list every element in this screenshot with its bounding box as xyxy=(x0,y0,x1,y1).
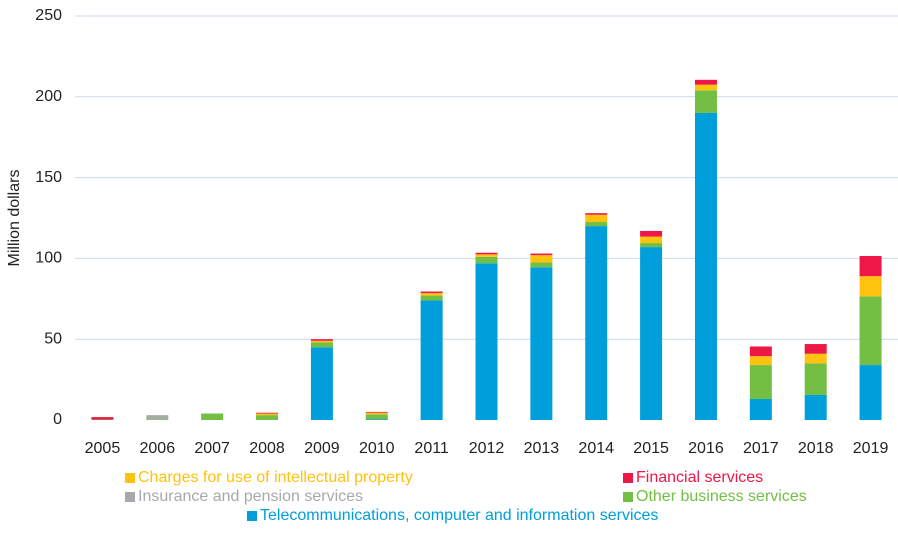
bar-segment xyxy=(146,419,169,420)
legend-swatch xyxy=(623,473,633,483)
bar-segment xyxy=(420,291,443,294)
bar-segment xyxy=(530,255,553,263)
x-tick-label: 2017 xyxy=(743,440,779,457)
x-tick-label: 2014 xyxy=(578,440,614,457)
bar-segment xyxy=(804,363,827,395)
x-tick-label: 2006 xyxy=(140,440,176,457)
bar-segment xyxy=(640,230,663,237)
bar-segment xyxy=(640,243,663,248)
bar-segment xyxy=(694,112,717,421)
bar-segment xyxy=(310,339,333,341)
y-axis-label: Million dollars xyxy=(6,170,23,267)
y-tick-label: 100 xyxy=(35,250,62,267)
bar-segment xyxy=(365,412,388,415)
bar-segment xyxy=(749,365,772,399)
bar-segment xyxy=(256,412,279,414)
x-tick-label: 2019 xyxy=(853,440,889,457)
x-tick-label: 2009 xyxy=(304,440,340,457)
y-tick-label: 250 xyxy=(35,7,62,24)
bar-segment xyxy=(530,253,553,256)
bar-segment xyxy=(365,414,388,420)
bar-segment xyxy=(146,415,169,420)
x-tick-label: 2018 xyxy=(798,440,834,457)
bar-segment xyxy=(640,236,663,244)
y-tick-label: 50 xyxy=(44,330,62,347)
bar-segment xyxy=(310,340,333,343)
bar-segment xyxy=(475,252,498,255)
bar-segment xyxy=(749,356,772,366)
bar-segment xyxy=(804,394,827,420)
bar-segment xyxy=(859,296,882,366)
bar-segment xyxy=(585,214,608,223)
legend-swatch xyxy=(125,473,135,483)
bar-segment xyxy=(859,276,882,297)
bar-segment xyxy=(91,417,114,420)
bar-segment xyxy=(694,84,717,91)
bar-segment xyxy=(310,347,333,420)
bar-segment xyxy=(640,247,663,420)
bar-segment xyxy=(694,79,717,85)
x-tick-label: 2016 xyxy=(688,440,724,457)
bar-segment xyxy=(585,222,608,227)
bar-segment xyxy=(859,255,882,277)
bar-segment xyxy=(804,353,827,364)
legend-swatch xyxy=(623,492,633,502)
bar-segment xyxy=(475,254,498,257)
bar-segment xyxy=(420,295,443,301)
bar-segment xyxy=(859,365,882,420)
bar-segment xyxy=(256,413,279,416)
x-tick-label: 2012 xyxy=(469,440,505,457)
bar-segment xyxy=(475,263,498,420)
bar-segment xyxy=(804,344,827,354)
bar-segment xyxy=(365,419,388,420)
legend-label: Telecommunications, computer and informa… xyxy=(260,507,658,524)
bar-segment xyxy=(256,415,279,420)
y-tick-label: 150 xyxy=(35,169,62,186)
bar-segment xyxy=(420,293,443,296)
x-tick-label: 2010 xyxy=(359,440,395,457)
x-tick-label: 2013 xyxy=(524,440,560,457)
bar-segment xyxy=(530,267,553,420)
x-tick-label: 2008 xyxy=(249,440,285,457)
y-tick-label: 0 xyxy=(53,411,62,428)
bar-segment xyxy=(530,262,553,268)
bar-segment xyxy=(694,90,717,113)
y-tick-label: 200 xyxy=(35,88,62,105)
bar-segment xyxy=(585,226,608,420)
legend-swatch xyxy=(125,492,135,502)
x-tick-label: 2015 xyxy=(633,440,669,457)
bar-segment xyxy=(475,256,498,264)
bar-segment xyxy=(365,411,388,413)
x-tick-label: 2007 xyxy=(194,440,230,457)
bar-segment xyxy=(310,342,333,348)
legend-swatch xyxy=(247,511,257,521)
x-tick-label: 2005 xyxy=(85,440,121,457)
x-tick-label: 2011 xyxy=(414,440,449,457)
legend-label: Charges for use of intellectual property xyxy=(138,469,413,486)
bar-segment xyxy=(201,413,224,420)
legend-label: Other business services xyxy=(636,488,807,505)
bar-segment xyxy=(749,398,772,420)
bar-segment xyxy=(749,346,772,357)
legend-label: Financial services xyxy=(636,469,763,486)
bar-segment xyxy=(420,300,443,420)
bar-segment xyxy=(585,213,608,215)
legend-label: Insurance and pension services xyxy=(138,488,363,505)
